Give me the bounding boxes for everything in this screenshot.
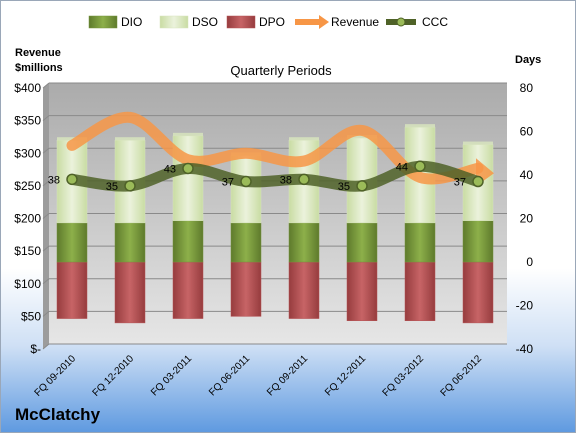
legend-label-ccc: CCC [422, 15, 448, 29]
dpo-bar [230, 261, 262, 317]
ccc-point [414, 160, 426, 173]
legend-label-dio: DIO [121, 15, 142, 29]
dio-bar [404, 222, 436, 263]
dpo-bar [346, 261, 378, 321]
dpo-bar [56, 261, 88, 319]
dso-bar-top [289, 137, 319, 141]
dpo-bar [288, 261, 320, 319]
gridline-diag [42, 343, 50, 350]
right-tick-label: 40 [520, 168, 534, 182]
dpo-bar [404, 261, 436, 321]
gridline-diag [42, 245, 50, 252]
category-tick-label: FQ 03-2012 [381, 353, 427, 399]
dso-bar-top [115, 137, 145, 141]
company-name: McClatchy [15, 405, 101, 424]
ccc-point [240, 175, 252, 188]
category-tick-label: FQ 12-2010 [91, 353, 137, 399]
dio-bar [288, 222, 320, 263]
dso-bar-top [463, 141, 493, 145]
ccc-data-label: 35 [106, 181, 118, 193]
chart-title: Quarterly Periods [230, 63, 332, 78]
dio-bar [172, 220, 204, 263]
right-tick-label: -40 [516, 342, 534, 356]
ccc-data-label: 37 [222, 177, 234, 189]
category-tick-label: FQ 09-2010 [33, 353, 79, 399]
left-tick-label: $350 [14, 114, 41, 128]
ccc-point [472, 175, 484, 188]
dpo-bar [462, 261, 494, 324]
left-tick-label: $100 [14, 277, 41, 291]
left-tick-label: $50 [21, 309, 41, 323]
ccc-point [356, 180, 368, 192]
left-tick-label: $150 [14, 244, 41, 258]
dio-bar [462, 220, 494, 263]
legend-label-dpo: DPO [259, 15, 285, 29]
legend-swatch-dso [159, 15, 189, 29]
ccc-point [182, 162, 194, 175]
gridline-diag [42, 115, 50, 122]
ccc-data-label: 38 [48, 174, 60, 186]
dio-bar [114, 222, 146, 263]
gridline-diag [42, 82, 50, 89]
dso-bar-top [57, 137, 87, 141]
dso-bar-top [405, 124, 435, 128]
ccc-data-label: 43 [164, 163, 176, 175]
right-tick-label: 0 [526, 255, 533, 269]
gridline-diag [42, 278, 50, 285]
gridline-diag [42, 147, 50, 154]
left-tick-label: $200 [14, 212, 41, 226]
dpo-bar [114, 261, 146, 324]
category-tick-label: FQ 12-2011 [323, 353, 368, 398]
legend-swatch-dpo [226, 15, 256, 29]
dso-bar [230, 155, 262, 224]
left-tick-label: $400 [14, 81, 41, 95]
dso-bar-top [347, 135, 377, 139]
ccc-data-label: 38 [280, 174, 292, 186]
ccc-data-label: 37 [454, 177, 466, 189]
legend-label-dso: DSO [192, 15, 218, 29]
gridline-diag [42, 180, 50, 187]
dio-bar [346, 222, 378, 263]
legend-swatch-revenue-head [319, 15, 329, 29]
gridline-diag [42, 310, 50, 317]
dpo-bar [172, 261, 204, 319]
category-tick-label: FQ 03-2011 [149, 353, 194, 398]
gridline-diag [42, 213, 50, 219]
ccc-data-label: 35 [338, 181, 350, 193]
legend-swatch-ccc-marker [396, 17, 406, 27]
ccc-data-label: 44 [396, 161, 408, 173]
ccc-point [298, 173, 310, 186]
right-axis-title: Days [515, 54, 541, 66]
dio-bar [230, 222, 262, 263]
dso-bar-top [173, 132, 203, 136]
right-tick-label: 80 [520, 81, 534, 95]
right-tick-label: -20 [516, 299, 534, 313]
dio-bar [56, 222, 88, 263]
legend-label-revenue: Revenue [331, 15, 379, 29]
left-tick-label: $300 [14, 146, 41, 160]
left-tick-label: $250 [14, 179, 41, 193]
left-axis-title-line1: Revenue [15, 47, 61, 59]
ccc-point [124, 180, 136, 192]
left-axis-title-line2: $millions [15, 62, 63, 74]
right-tick-label: 60 [520, 125, 534, 139]
legend-swatch-dio [88, 15, 118, 29]
right-tick-label: 20 [520, 212, 534, 226]
category-tick-label: FQ 09-2011 [265, 353, 310, 398]
category-tick-label: FQ 06-2011 [207, 353, 252, 398]
ccc-point [66, 173, 78, 186]
category-tick-label: FQ 06-2012 [439, 353, 485, 399]
left-tick-label: $- [30, 342, 41, 356]
